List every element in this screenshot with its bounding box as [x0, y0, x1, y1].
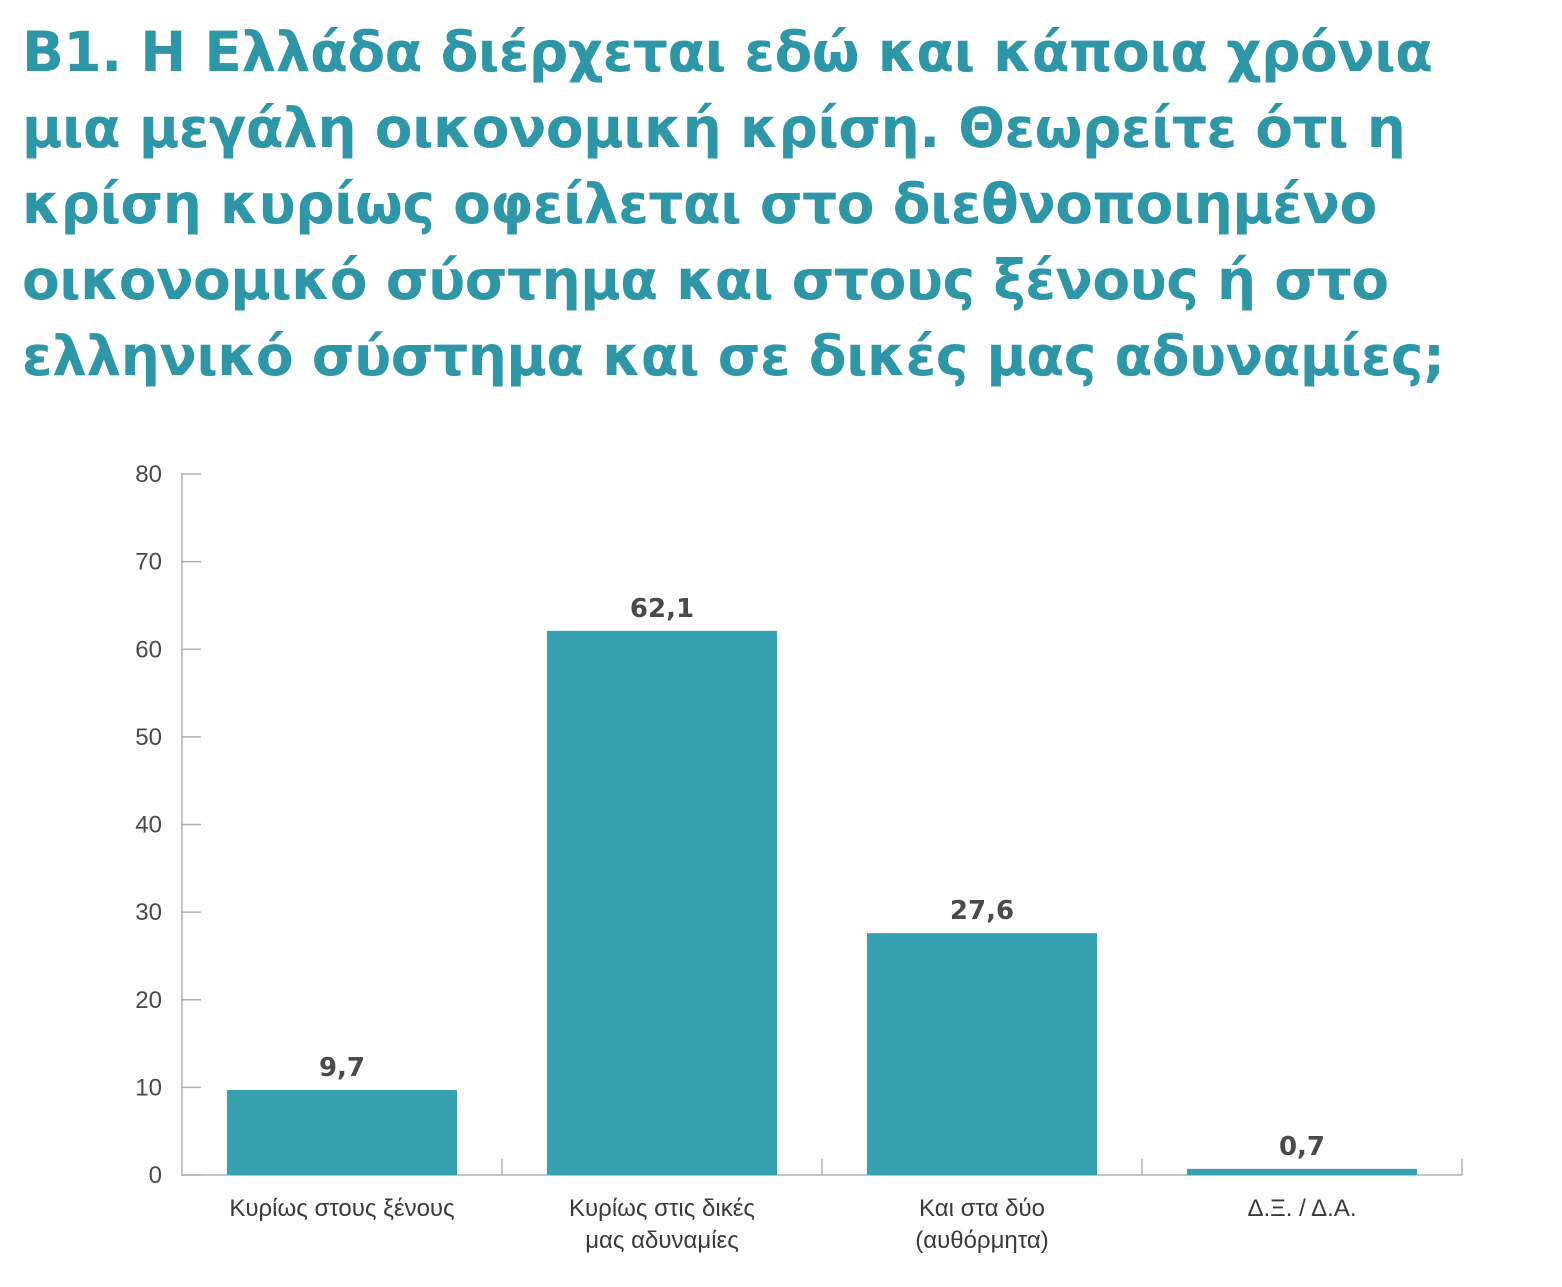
category-label: μας αδυναμίες — [585, 1227, 739, 1254]
category-label: Κυρίως στους ξένους — [229, 1195, 454, 1222]
bar — [1187, 1168, 1417, 1175]
category-label: Δ.Ξ. / Δ.Α. — [1247, 1195, 1356, 1222]
chart-axes: 0 10 20 30 40 50 60 70 80 — [135, 461, 1463, 1189]
title-line-5: ελληνικό σύστημα και σε δικές μας αδυναμ… — [22, 324, 1445, 388]
bar-value-label: 9,7 — [319, 1053, 365, 1083]
y-tick-label: 50 — [135, 724, 162, 751]
y-tick-label: 0 — [149, 1162, 162, 1189]
category-label: Κυρίως στις δικές — [569, 1195, 755, 1222]
chart-labels: 9,7 Κυρίως στους ξένους 62,1 Κυρίως στις δι… — [229, 594, 1356, 1254]
y-tick-label: 40 — [135, 812, 162, 839]
title-line-3: κρίση κυρίως οφείλεται στο διεθνοποιημέν… — [22, 172, 1377, 236]
title-line-1: Β1. Η Ελλάδα διέρχεται εδώ και κάποια χρ… — [22, 20, 1433, 84]
y-tick-label: 30 — [135, 899, 162, 926]
chart-bars — [227, 630, 1417, 1175]
category-label: Και στα δύο — [919, 1195, 1045, 1222]
bar — [227, 1090, 457, 1175]
y-tick-label: 70 — [135, 549, 162, 576]
title-line-4: οικονομικό σύστημα και στους ξένους ή στ… — [22, 248, 1389, 312]
y-tick-label: 80 — [135, 461, 162, 488]
bar-value-label: 0,7 — [1279, 1132, 1325, 1162]
category-label: (αυθόρμητα) — [915, 1227, 1049, 1254]
bar — [547, 630, 777, 1175]
bar-value-label: 27,6 — [950, 896, 1014, 926]
y-tick-label: 20 — [135, 987, 162, 1014]
title-line-2: μια μεγάλη οικονομική κρίση. Θεωρείτε ότ… — [22, 96, 1406, 160]
bar — [867, 933, 1097, 1175]
chart-title: Β1. Η Ελλάδα διέρχεται εδώ και κάποια χρ… — [22, 14, 1542, 394]
bar-value-label: 62,1 — [630, 594, 694, 624]
y-tick-label: 60 — [135, 636, 162, 663]
y-tick-label: 10 — [135, 1074, 162, 1101]
